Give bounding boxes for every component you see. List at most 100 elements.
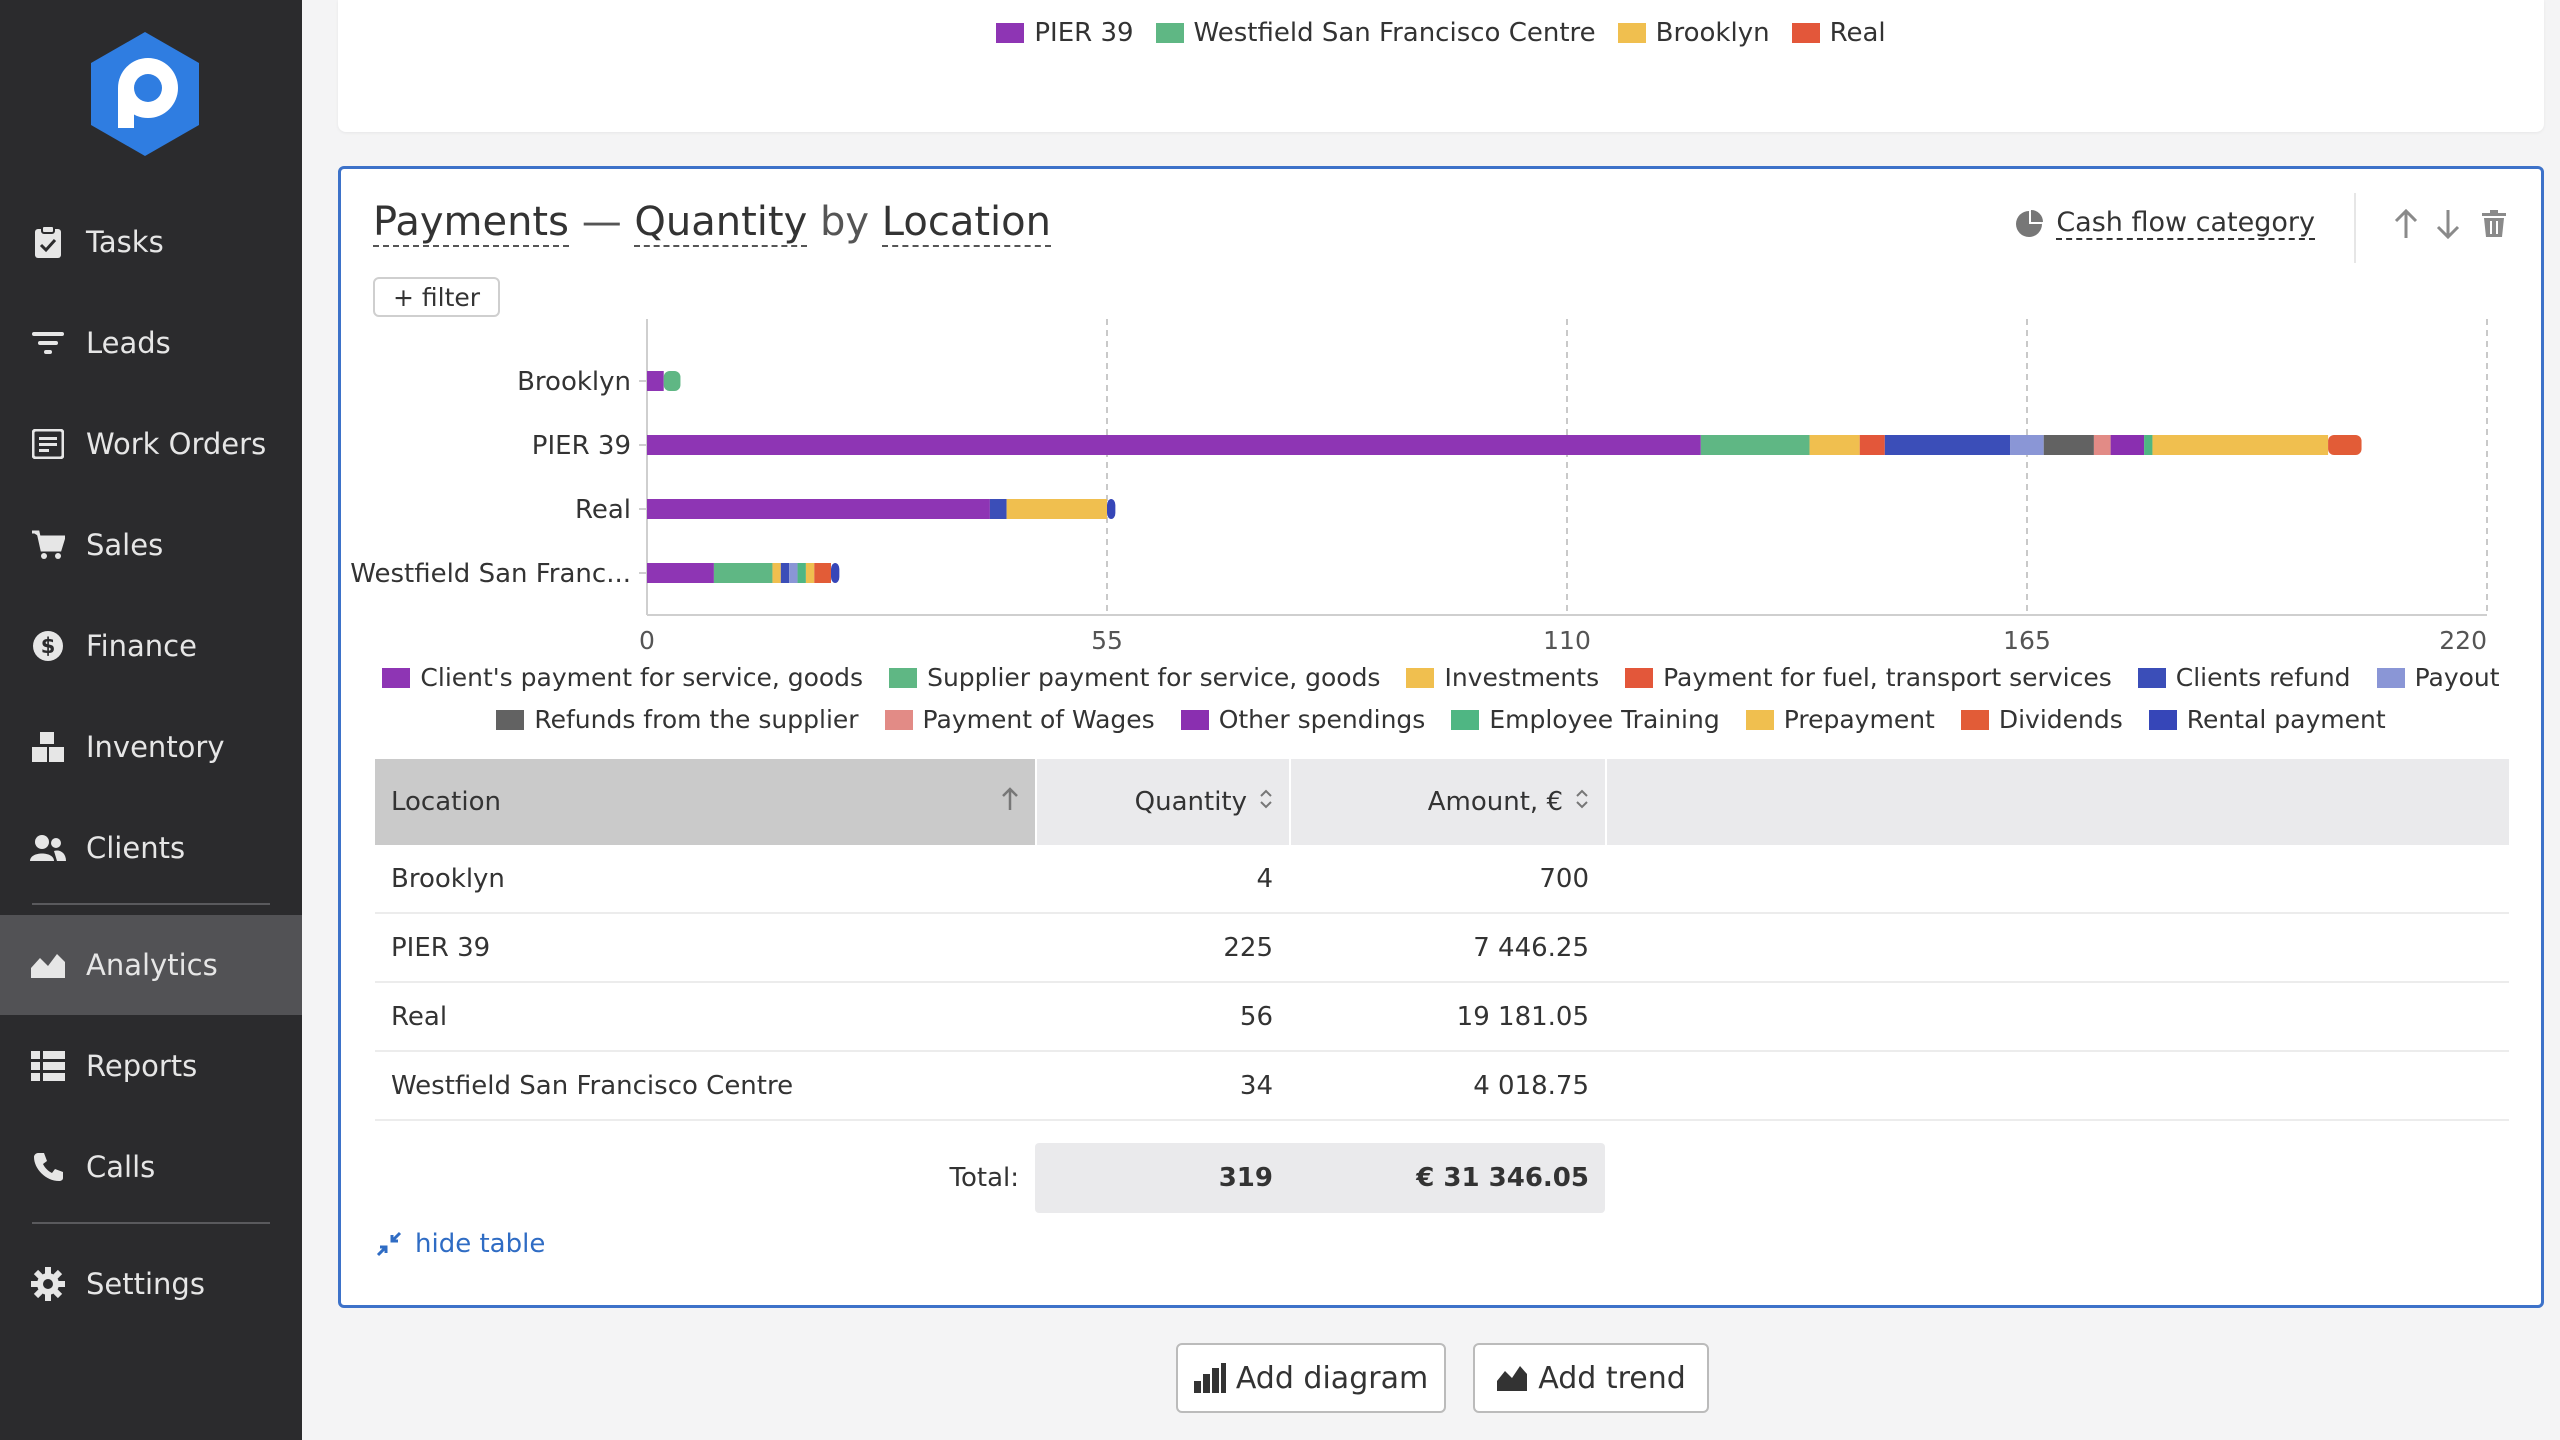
column-header-quantity[interactable]: Quantity	[1035, 759, 1289, 845]
legend-item[interactable]: Dividends	[1960, 705, 2123, 734]
legend-swatch	[1617, 23, 1646, 43]
delete-button[interactable]	[2477, 207, 2511, 241]
column-header-empty	[1605, 759, 2509, 845]
legend-item[interactable]: Payout	[2376, 663, 2500, 692]
chart-area-icon	[30, 947, 66, 983]
bar-segment	[663, 371, 681, 391]
bar-segment	[831, 563, 840, 583]
legend-item[interactable]: PIER 39	[996, 18, 1134, 48]
move-up-button[interactable]	[2389, 207, 2423, 241]
cell-location: Brooklyn	[391, 863, 505, 894]
legend-item[interactable]: Brooklyn	[1617, 18, 1770, 48]
sidebar-item-label: Leads	[86, 326, 171, 360]
column-header-amount[interactable]: Amount, €	[1289, 759, 1605, 845]
sidebar-item-leads[interactable]: Leads	[0, 293, 302, 393]
sort-toggle-icon	[1575, 788, 1589, 816]
arrow-down-icon	[2436, 210, 2460, 239]
move-down-button[interactable]	[2431, 207, 2465, 241]
collapse-icon	[376, 1231, 402, 1257]
cart-icon	[30, 527, 66, 563]
sidebar-item-clients[interactable]: Clients	[0, 798, 302, 898]
bar-segment	[647, 435, 1701, 455]
add-diagram-button[interactable]: Add diagram	[1176, 1343, 1446, 1413]
sidebar-item-work-orders[interactable]: Work Orders	[0, 394, 302, 494]
add-filter-button[interactable]: + filter	[373, 277, 501, 317]
cell-amount: 7 446.25	[1473, 932, 1589, 963]
legend-label: Dividends	[1998, 705, 2123, 734]
totals-box: 319 € 31 346.05	[1035, 1143, 1605, 1213]
sidebar-divider	[32, 1222, 270, 1224]
actions-divider	[2354, 193, 2356, 263]
legend-item[interactable]: Payment of Wages	[884, 705, 1155, 734]
legend-swatch	[382, 667, 411, 688]
sort-toggle-icon	[1259, 788, 1273, 816]
sidebar-item-settings[interactable]: Settings	[0, 1234, 302, 1334]
legend-item[interactable]: Employee Training	[1451, 705, 1720, 734]
bar-segment	[647, 499, 990, 519]
bar-chart-icon	[1193, 1363, 1226, 1393]
hide-table-link[interactable]: hide table	[375, 1229, 545, 1259]
table-row[interactable]: Real 56 19 181.05	[375, 983, 2509, 1052]
measure-selector[interactable]: Quantity	[634, 199, 808, 247]
bar-segment	[647, 371, 664, 391]
legend-item[interactable]: Refunds from the supplier	[496, 705, 859, 734]
bar-segment	[780, 563, 790, 583]
column-header-location[interactable]: Location	[375, 759, 1035, 845]
stacked-bar-chart: 0 55 110 165 220 Brooklyn PIER 39 Real Westfield…	[350, 319, 2488, 655]
add-trend-button[interactable]: Add trend	[1473, 1343, 1709, 1413]
legend-item[interactable]: Clients refund	[2137, 663, 2351, 692]
table-row[interactable]: PIER 39 225 7 446.25	[375, 914, 2509, 983]
legend-item[interactable]: Investments	[1406, 663, 1599, 692]
bar-segment	[2152, 435, 2329, 455]
sidebar-item-label: Sales	[86, 528, 164, 562]
sidebar-item-label: Clients	[86, 831, 186, 865]
sidebar-item-reports[interactable]: Reports	[0, 1016, 302, 1116]
cell-quantity: 56	[1239, 1001, 1273, 1032]
sidebar-item-analytics[interactable]: Analytics	[0, 915, 302, 1015]
column-header-label: Amount, €	[1427, 787, 1563, 817]
legend-item[interactable]: Client's payment for service, goods	[382, 663, 863, 692]
sidebar-item-tasks[interactable]: Tasks	[0, 192, 302, 292]
cash-flow-category-selector[interactable]: Cash flow category	[2014, 207, 2315, 240]
cell-location: Real	[391, 1001, 448, 1032]
legend-label: Other spendings	[1218, 705, 1426, 734]
dollar-circle-icon: $	[30, 628, 66, 664]
metric-selector[interactable]: Payments	[373, 199, 569, 247]
legend-item[interactable]: Prepayment	[1745, 705, 1935, 734]
legend-item[interactable]: Supplier payment for service, goods	[889, 663, 1380, 692]
sidebar-item-calls[interactable]: Calls	[0, 1117, 302, 1217]
trash-icon	[2482, 210, 2506, 237]
sidebar-item-inventory[interactable]: Inventory	[0, 697, 302, 797]
total-quantity: 319	[1218, 1163, 1273, 1193]
group-by-selector[interactable]: Location	[881, 199, 1051, 247]
gear-icon	[30, 1266, 66, 1302]
legend-item[interactable]: Payment for fuel, transport services	[1625, 663, 2112, 692]
area-chart-icon	[1497, 1366, 1528, 1391]
sidebar-item-label: Tasks	[86, 225, 164, 259]
legend-swatch	[1451, 709, 1480, 730]
bar-segment	[989, 499, 1007, 519]
parcel-p-logo[interactable]	[86, 30, 204, 158]
legend-swatch	[1625, 667, 1654, 688]
x-tick-label: 220	[2439, 626, 2487, 655]
legend-label: Westfield San Francisco Centre	[1193, 18, 1596, 48]
column-header-label: Quantity	[1134, 787, 1247, 817]
table-totals: Total: 319 € 31 346.05	[375, 1143, 1705, 1213]
sidebar-item-sales[interactable]: Sales	[0, 495, 302, 595]
column-header-label: Location	[391, 787, 501, 817]
bar-segment	[772, 563, 781, 583]
legend-swatch	[2137, 667, 2166, 688]
legend-swatch	[1960, 709, 1989, 730]
table-row[interactable]: Westfield San Francisco Centre 34 4 018.…	[375, 1052, 2509, 1121]
legend-item[interactable]: Rental payment	[2148, 705, 2386, 734]
legend-item[interactable]: Real	[1791, 18, 1886, 48]
legend-label: Payment of Wages	[922, 705, 1155, 734]
x-tick-label: 110	[1543, 626, 1591, 655]
sidebar-item-finance[interactable]: $ Finance	[0, 596, 302, 696]
chart-legend-row-1: Client's payment for service, goods Suppl…	[341, 663, 2541, 692]
legend-item[interactable]: Westfield San Francisco Centre	[1155, 18, 1596, 48]
legend-item[interactable]: Other spendings	[1180, 705, 1426, 734]
table-row[interactable]: Brooklyn 4 700	[375, 845, 2509, 914]
boxes-icon	[30, 729, 66, 765]
legend-swatch	[1155, 23, 1184, 43]
